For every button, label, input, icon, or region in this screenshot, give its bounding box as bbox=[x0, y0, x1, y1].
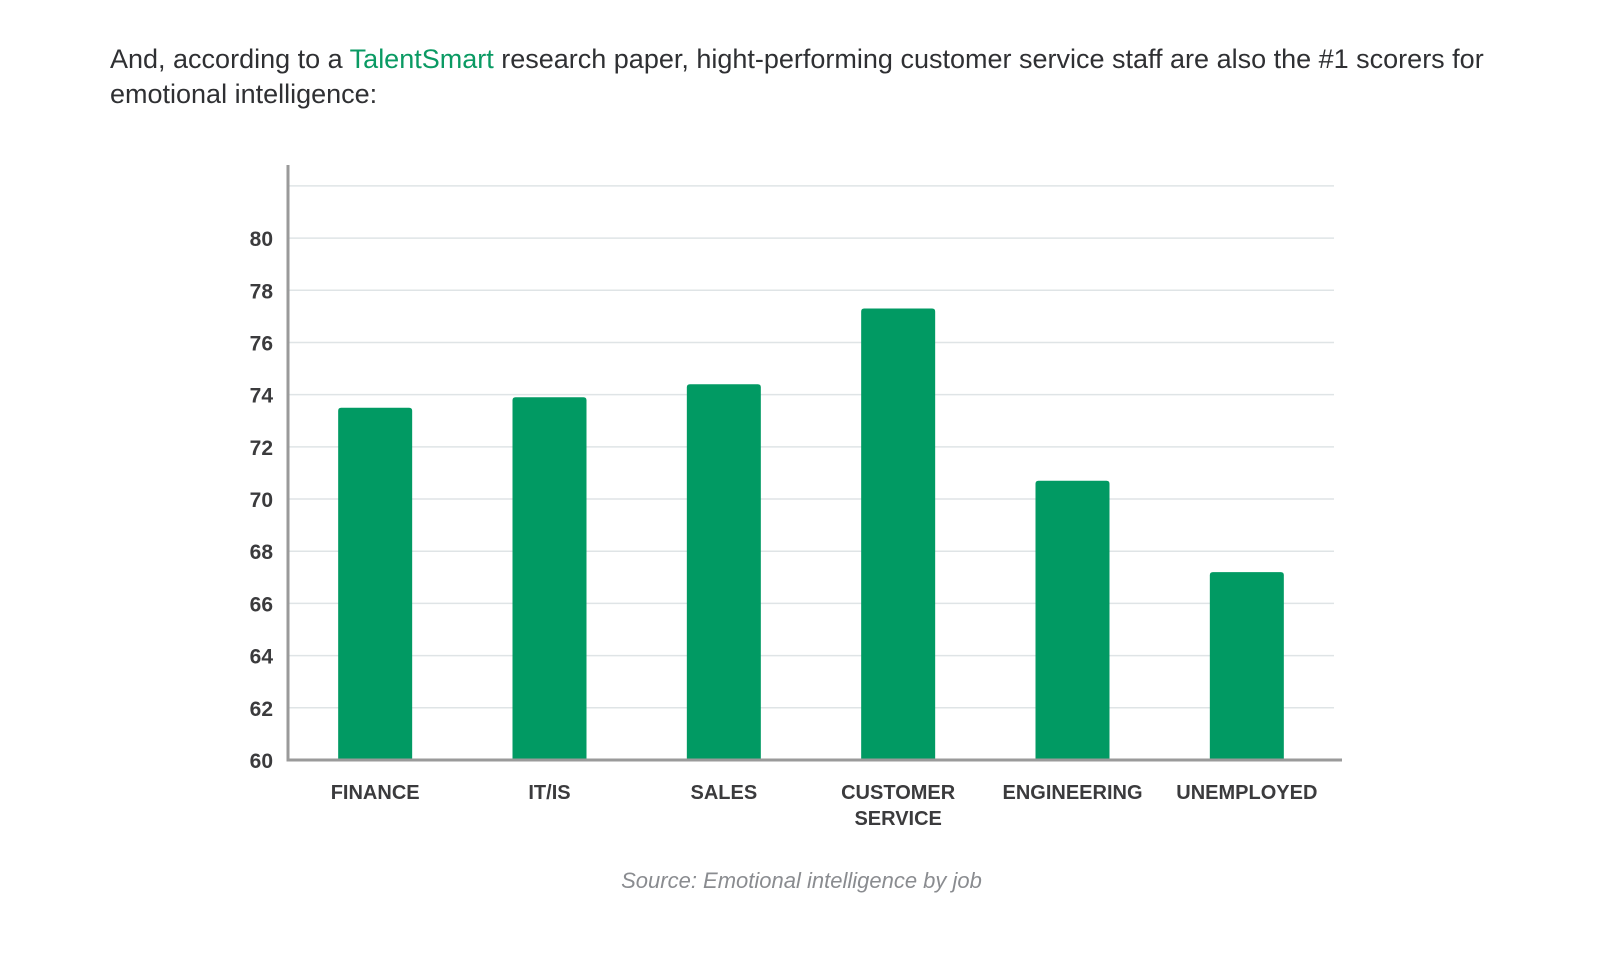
bar-sales bbox=[686, 384, 761, 760]
intro-text-after: research paper, hight-performing custome… bbox=[110, 44, 1484, 109]
source-caption: Source: Emotional intelligence by job bbox=[621, 868, 982, 893]
y-tick-label: 66 bbox=[250, 593, 273, 616]
x-category-label: UNEMPLOYED bbox=[1176, 782, 1317, 804]
y-tick-label: 70 bbox=[250, 489, 273, 512]
y-tick-label: 80 bbox=[250, 228, 273, 251]
y-tick-label: 68 bbox=[250, 541, 274, 564]
bars bbox=[338, 308, 1284, 760]
gridlines bbox=[288, 185, 1334, 709]
x-category-label: ENGINEERING bbox=[1002, 782, 1142, 804]
intro-paragraph: And, according to a TalentSmart research… bbox=[110, 42, 1510, 112]
y-tick-label: 60 bbox=[250, 750, 273, 773]
bar-unemployed bbox=[1209, 572, 1284, 760]
x-category-label: CUSTOMER SERVICE bbox=[841, 782, 956, 830]
intro-text-before: And, according to a bbox=[110, 44, 350, 74]
y-tick-label: 78 bbox=[250, 280, 274, 303]
bar-customer-service bbox=[861, 308, 936, 760]
x-category-label: IT/IS bbox=[528, 782, 570, 804]
y-tick-label: 64 bbox=[250, 646, 274, 669]
bar-chart: 60 62 64 66 68 70 72 74 76 78 80 FINANCE IT/IS SALES… bbox=[250, 165, 1342, 830]
y-tick-labels: 60 62 64 66 68 70 72 74 76 78 80 bbox=[250, 228, 274, 773]
bar-it-is bbox=[512, 397, 587, 760]
bar-engineering bbox=[1035, 480, 1110, 760]
x-category-labels: FINANCE IT/IS SALES CUSTOMER SERVICE ENGINEER… bbox=[331, 782, 1318, 830]
talentsmart-link[interactable]: TalentSmart bbox=[349, 44, 494, 74]
y-tick-label: 74 bbox=[250, 385, 274, 408]
y-tick-label: 76 bbox=[250, 332, 273, 355]
axes bbox=[286, 165, 1342, 762]
x-category-label: SALES bbox=[690, 782, 757, 804]
y-tick-label: 62 bbox=[250, 698, 273, 721]
bar-finance bbox=[338, 407, 413, 760]
y-tick-label: 72 bbox=[250, 437, 273, 460]
x-category-label: FINANCE bbox=[331, 782, 420, 804]
